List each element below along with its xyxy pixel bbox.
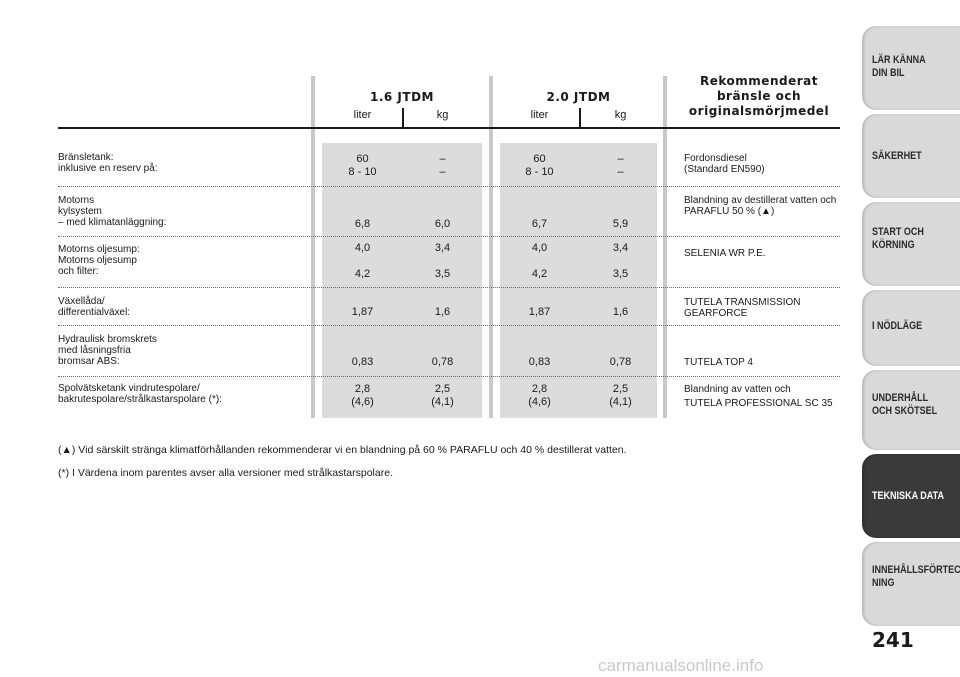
tab-sakerhet[interactable]: SÄKERHET <box>862 114 960 198</box>
page-number: 241 <box>872 628 914 652</box>
header-kg-1: kg <box>436 109 449 121</box>
tab-underhall-och-skotsel[interactable]: UNDERHÅLL OCH SKÖTSEL <box>862 370 960 450</box>
cell-1-6-kg: – – <box>439 153 446 178</box>
cell-1-6-kg: 6,0 <box>434 218 451 230</box>
header-1-6-jtdm: 1.6 JTDM <box>370 90 434 104</box>
header-vertical-divider-2 <box>579 108 581 128</box>
cell-2-0-kg: – – <box>617 153 624 178</box>
tab-label: I NÖDLÄGE <box>872 320 923 332</box>
cell-1-6-kg: 0,78 <box>431 356 454 368</box>
cell-2-0-liter: 6,7 <box>531 218 548 230</box>
cell-1-6-kg: 2,5 (4,1) <box>431 383 454 408</box>
cell-2-0-kg: 0,78 <box>609 356 632 368</box>
cell-1-6-liter: 2,8 (4,6) <box>351 383 374 408</box>
row-label-brake-circuit: Hydraulisk bromskrets med låsningsfria b… <box>58 334 157 367</box>
header-kg-2: kg <box>614 109 627 121</box>
column-divider-left <box>311 76 315 418</box>
header-rule <box>58 127 840 129</box>
row-separator <box>58 376 840 377</box>
tab-label: START OCH KÖRNING <box>872 226 924 251</box>
fuel-recommendation: Blandning av destillerat vatten och PARA… <box>684 195 837 217</box>
cell-1-6-liter: 1,87 <box>351 306 374 318</box>
cell-2-0-liter: 1,87 <box>528 306 551 318</box>
row-separator <box>58 236 840 237</box>
tab-innehallsforteckning[interactable]: INNEHÅLLSFÖRTECK- NING <box>862 542 960 626</box>
row-label-cooling-system: Motorns kylsystem – med klimatanläggning… <box>58 195 167 228</box>
row-separator <box>58 287 840 288</box>
cell-2-0-kg: 1,6 <box>612 306 629 318</box>
fuel-recommendation: TUTELA TOP 4 <box>684 357 753 368</box>
tab-label: SÄKERHET <box>872 150 922 162</box>
header-liter-2: liter <box>530 109 549 121</box>
footnote-triangle: (▲) Vid särskilt stränga klimatförhållan… <box>58 444 627 456</box>
column-divider-right <box>663 76 667 418</box>
cell-1-6-liter: 60 8 - 10 <box>348 153 377 178</box>
header-vertical-divider-1 <box>402 108 404 128</box>
col-1-6-background <box>322 143 482 418</box>
cell-2-0-liter: 0,83 <box>528 356 551 368</box>
header-recommended-fuel: Rekommenderat bränsle och originalsmörjm… <box>688 74 830 118</box>
cell-1-6-liter: 4,0 4,2 <box>354 242 371 280</box>
row-label-gearbox: Växellåda/ differentialväxel: <box>58 296 131 318</box>
tab-start-och-korning[interactable]: START OCH KÖRNING <box>862 202 960 286</box>
col-2-0-background <box>500 143 657 418</box>
cell-1-6-liter: 6,8 <box>354 218 371 230</box>
cell-2-0-kg: 3,4 3,5 <box>612 242 629 280</box>
header-liter-1: liter <box>353 109 372 121</box>
fuel-recommendation: Blandning av vatten och TUTELA PROFESSIO… <box>684 384 833 409</box>
tab-tekniska-data[interactable]: TEKNISKA DATA <box>862 454 960 538</box>
tab-i-nodlage[interactable]: I NÖDLÄGE <box>862 290 960 366</box>
row-separator <box>58 186 840 187</box>
tab-label: TEKNISKA DATA <box>872 490 944 502</box>
watermark: carmanualsonline.info <box>598 656 764 675</box>
row-label-engine-oil: Motorns oljesump: Motorns oljesump och f… <box>58 244 140 277</box>
tab-label: UNDERHÅLL OCH SKÖTSEL <box>872 392 938 417</box>
cell-2-0-liter: 60 8 - 10 <box>525 153 554 178</box>
cell-2-0-kg: 5,9 <box>612 218 629 230</box>
tab-label: LÄR KÄNNA DIN BIL <box>872 54 926 79</box>
fuel-recommendation: SELENIA WR P.E. <box>684 248 766 259</box>
tab-lar-kanna-din-bil[interactable]: LÄR KÄNNA DIN BIL <box>862 26 960 110</box>
fuel-recommendation: TUTELA TRANSMISSION GEARFORCE <box>684 297 801 319</box>
tab-label: INNEHÅLLSFÖRTECK- NING <box>872 564 960 589</box>
cell-1-6-kg: 3,4 3,5 <box>434 242 451 280</box>
footnote-asterisk: (*) I Värdena inom parentes avser alla v… <box>58 467 393 479</box>
header-2-0-jtdm: 2.0 JTDM <box>546 90 611 104</box>
cell-1-6-liter: 0,83 <box>351 356 374 368</box>
column-divider-middle <box>489 76 493 418</box>
row-label-fuel-tank: Bränsletank: inklusive en reserv på: <box>58 152 158 174</box>
row-label-washer-tank: Spolvätsketank vindrutespolare/ bakrutes… <box>58 383 222 405</box>
cell-2-0-kg: 2,5 (4,1) <box>609 383 632 408</box>
fuel-recommendation: Fordonsdiesel (Standard EN590) <box>684 153 765 175</box>
cell-2-0-liter: 2,8 (4,6) <box>528 383 551 408</box>
cell-2-0-liter: 4,0 4,2 <box>531 242 548 280</box>
cell-1-6-kg: 1,6 <box>434 306 451 318</box>
row-separator <box>58 325 840 326</box>
